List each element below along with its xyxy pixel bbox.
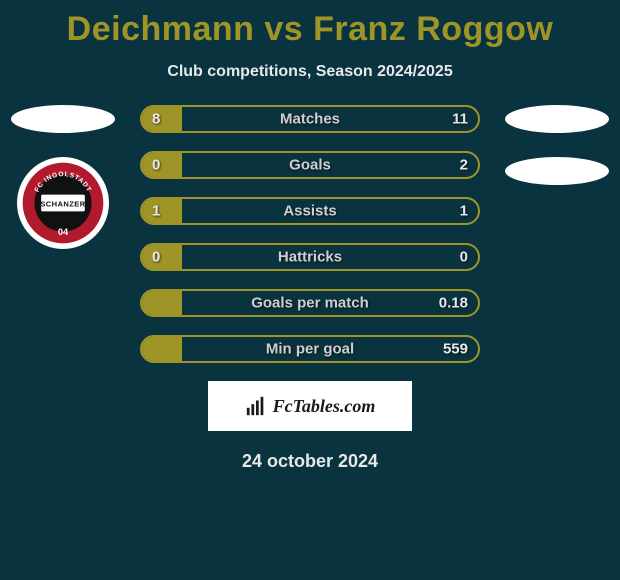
page-subtitle: Club competitions, Season 2024/2025 <box>0 63 620 81</box>
page-title: Deichmann vs Franz Roggow <box>0 0 620 49</box>
stat-value-left: 0 <box>152 249 160 266</box>
stat-value-right: 559 <box>443 341 468 358</box>
footer-attribution-text: FcTables.com <box>273 396 376 417</box>
comparison-content: FC INGOLSTADT 04 SCHANZER 8 Matches 11 0… <box>0 105 620 363</box>
stat-fill-left <box>142 291 182 315</box>
stat-value-right: 0 <box>460 249 468 266</box>
stat-fill-left <box>142 245 182 269</box>
stat-label: Goals <box>289 157 331 174</box>
stat-row-assists: 1 Assists 1 <box>140 197 480 225</box>
stat-fill-left <box>142 199 182 223</box>
svg-text:04: 04 <box>58 227 69 237</box>
stat-label: Hattricks <box>278 249 342 266</box>
stat-value-right: 2 <box>460 157 468 174</box>
svg-text:SCHANZER: SCHANZER <box>40 199 85 208</box>
club-crest-icon: FC INGOLSTADT 04 SCHANZER <box>21 161 105 245</box>
stat-label: Matches <box>280 111 340 128</box>
stat-fill-left <box>142 153 182 177</box>
stat-value-left: 1 <box>152 203 160 220</box>
footer-attribution-badge: FcTables.com <box>208 381 412 431</box>
stat-row-matches: 8 Matches 11 <box>140 105 480 133</box>
right-player-photo-placeholder <box>505 105 609 133</box>
stat-label: Goals per match <box>251 295 369 312</box>
stat-label: Assists <box>283 203 336 220</box>
page-date: 24 october 2024 <box>0 451 620 472</box>
stat-fill-left <box>142 337 182 361</box>
left-player-photo-placeholder <box>11 105 115 133</box>
stat-bars: 8 Matches 11 0 Goals 2 1 Assists 1 0 Hat… <box>140 105 480 363</box>
right-player-column <box>502 105 612 185</box>
stat-value-right: 11 <box>452 111 468 128</box>
chart-icon <box>245 395 267 417</box>
stat-row-goals-per-match: Goals per match 0.18 <box>140 289 480 317</box>
stat-fill-left <box>142 107 182 131</box>
stat-value-left: 8 <box>152 111 160 128</box>
left-club-crest: FC INGOLSTADT 04 SCHANZER <box>17 157 109 249</box>
stat-value-left: 0 <box>152 157 160 174</box>
stat-value-right: 1 <box>460 203 468 220</box>
stat-value-right: 0.18 <box>439 295 468 312</box>
stat-label: Min per goal <box>266 341 354 358</box>
stat-row-min-per-goal: Min per goal 559 <box>140 335 480 363</box>
stat-row-goals: 0 Goals 2 <box>140 151 480 179</box>
left-player-column: FC INGOLSTADT 04 SCHANZER <box>8 105 118 249</box>
stat-row-hattricks: 0 Hattricks 0 <box>140 243 480 271</box>
right-club-crest-placeholder <box>505 157 609 185</box>
